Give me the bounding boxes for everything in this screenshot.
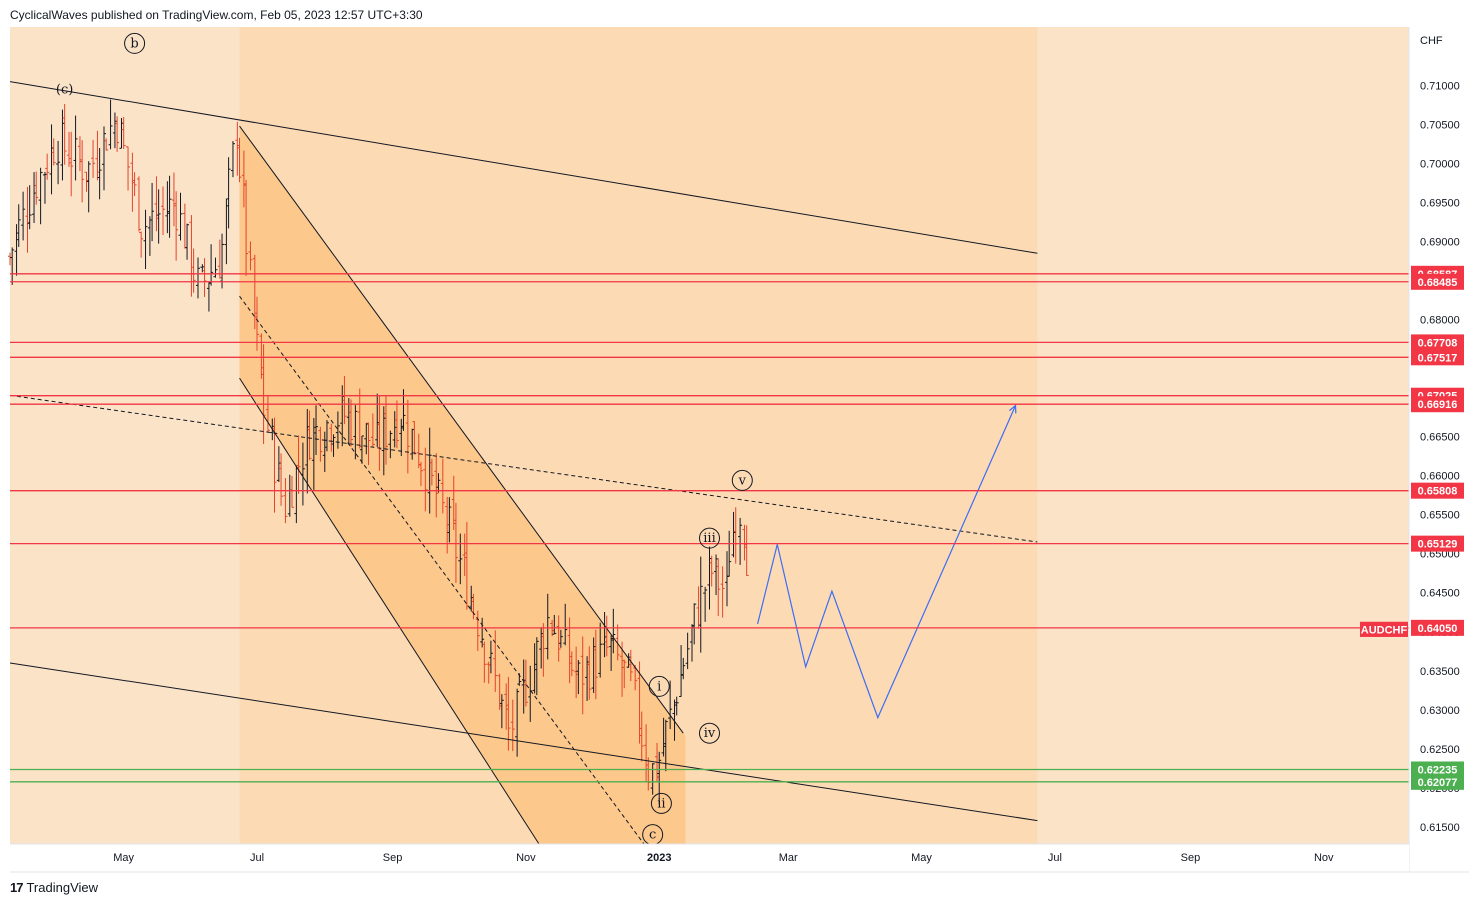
price-tick-label: 0.62500 (1420, 744, 1460, 756)
price-level-label-text: 0.67517 (1418, 352, 1458, 364)
price-tick-label: 0.63500 (1420, 666, 1460, 678)
price-tick-label: 0.68000 (1420, 315, 1460, 327)
price-level-label-text: 0.64050 (1418, 623, 1458, 635)
price-level-label: 0.65129 (1411, 536, 1464, 552)
price-tick-label: 0.66000 (1420, 471, 1460, 483)
price-tick-label: 0.65500 (1420, 510, 1460, 522)
price-level-label-text: 0.62077 (1418, 777, 1458, 789)
price-axis[interactable]: CHF 0.71000 0.70500 0.70000 0.69500 0.69000 0.… (1409, 27, 1469, 872)
price-level-label: 0.66916 (1411, 396, 1464, 412)
price-tick-label: 0.71000 (1420, 81, 1460, 93)
price-level-label: 0.67708 (1411, 334, 1464, 350)
time-tick-label: Sep (383, 852, 403, 864)
time-tick-label: Nov (516, 852, 536, 864)
time-tick-label: Jul (250, 852, 264, 864)
price-level-label-text: 0.67708 (1418, 337, 1458, 349)
price-tick-label: 0.64500 (1420, 588, 1460, 600)
price-tick-label: 0.70000 (1420, 159, 1460, 171)
footer-brand: TradingView (26, 880, 98, 895)
price-level-label-text: 0.65129 (1418, 539, 1458, 551)
wave-label-text: ii (657, 796, 665, 811)
time-tick-label: May (911, 852, 932, 864)
wave-label-text: (c) (56, 82, 73, 97)
wave-label: (c) (56, 82, 73, 97)
time-tick-label: Nov (1314, 852, 1334, 864)
price-level-label-text: 0.66916 (1418, 399, 1458, 411)
price-tick-label: 0.70500 (1420, 120, 1460, 132)
zones-layer (240, 27, 1038, 844)
wave-label-text: b (130, 36, 138, 51)
price-level-label: 0.65808 (1411, 483, 1464, 499)
price-tick-label: 0.61500 (1420, 822, 1460, 834)
price-tick-label: 0.69500 (1420, 198, 1460, 210)
price-level-label-text: 0.68485 (1418, 277, 1458, 289)
time-tick-label: 2023 (647, 852, 671, 864)
wave-label-text: iii (703, 531, 715, 546)
price-level-label: 0.68485 (1411, 274, 1464, 290)
price-level-label-text: 0.65808 (1418, 486, 1458, 498)
wave-label-text: c (649, 828, 656, 843)
price-tick-label: 0.69000 (1420, 237, 1460, 249)
price-tick-label: 0.63000 (1420, 705, 1460, 717)
wave-label-text: v (738, 473, 747, 488)
price-tick-label: 0.66500 (1420, 432, 1460, 444)
price-level-label: 0.64050 (1411, 620, 1464, 636)
currency-label: CHF (1420, 35, 1443, 47)
time-tick-label: Mar (779, 852, 798, 864)
wave-label-text: iv (704, 726, 716, 741)
symbol-tag-text: AUDCHF (1361, 624, 1408, 636)
tradingview-logo-icon: 17 (10, 880, 22, 895)
footer: 17 TradingView (10, 880, 98, 895)
price-level-label: 0.62077 (1411, 774, 1464, 790)
time-axis[interactable]: May Jul Sep Nov 2023 Mar May Jul Sep Nov (10, 844, 1469, 872)
wave-label-text: i (657, 679, 661, 694)
time-tick-label: May (113, 852, 134, 864)
time-tick-label: Jul (1048, 852, 1062, 864)
symbol-tag: AUDCHF (1360, 622, 1408, 637)
time-tick-label: Sep (1181, 852, 1201, 864)
price-level-label: 0.67517 (1411, 349, 1464, 365)
